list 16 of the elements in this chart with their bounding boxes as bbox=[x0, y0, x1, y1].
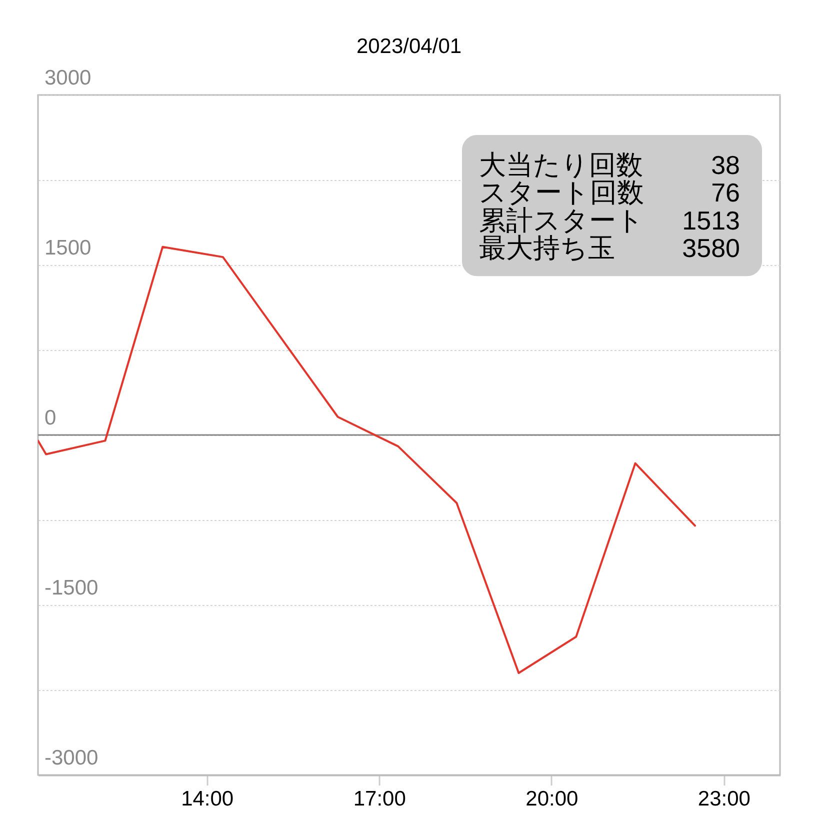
x-tick-label: 17:00 bbox=[353, 788, 406, 810]
annotation: 76 bbox=[711, 178, 740, 208]
y-tick-label: 0 bbox=[44, 406, 56, 430]
annotation: 3580 bbox=[682, 233, 740, 264]
annotation: 38 bbox=[711, 150, 740, 180]
x-tick-label: 23:00 bbox=[698, 788, 750, 810]
x-tick-label: 14:00 bbox=[181, 788, 234, 810]
y-tick-label: 3000 bbox=[44, 66, 92, 90]
x-tick-label: 20:00 bbox=[526, 788, 578, 810]
annotation: 大当たり回数 bbox=[479, 150, 643, 181]
y-tick-label: -3000 bbox=[44, 746, 98, 770]
y-tick-label: 1500 bbox=[44, 236, 92, 260]
y-tick-label: -1500 bbox=[44, 576, 98, 600]
annotation: 1513 bbox=[682, 205, 740, 236]
annotation: 最大持ち玉 bbox=[479, 233, 615, 264]
chart-title: 2023/04/01 bbox=[356, 35, 462, 58]
